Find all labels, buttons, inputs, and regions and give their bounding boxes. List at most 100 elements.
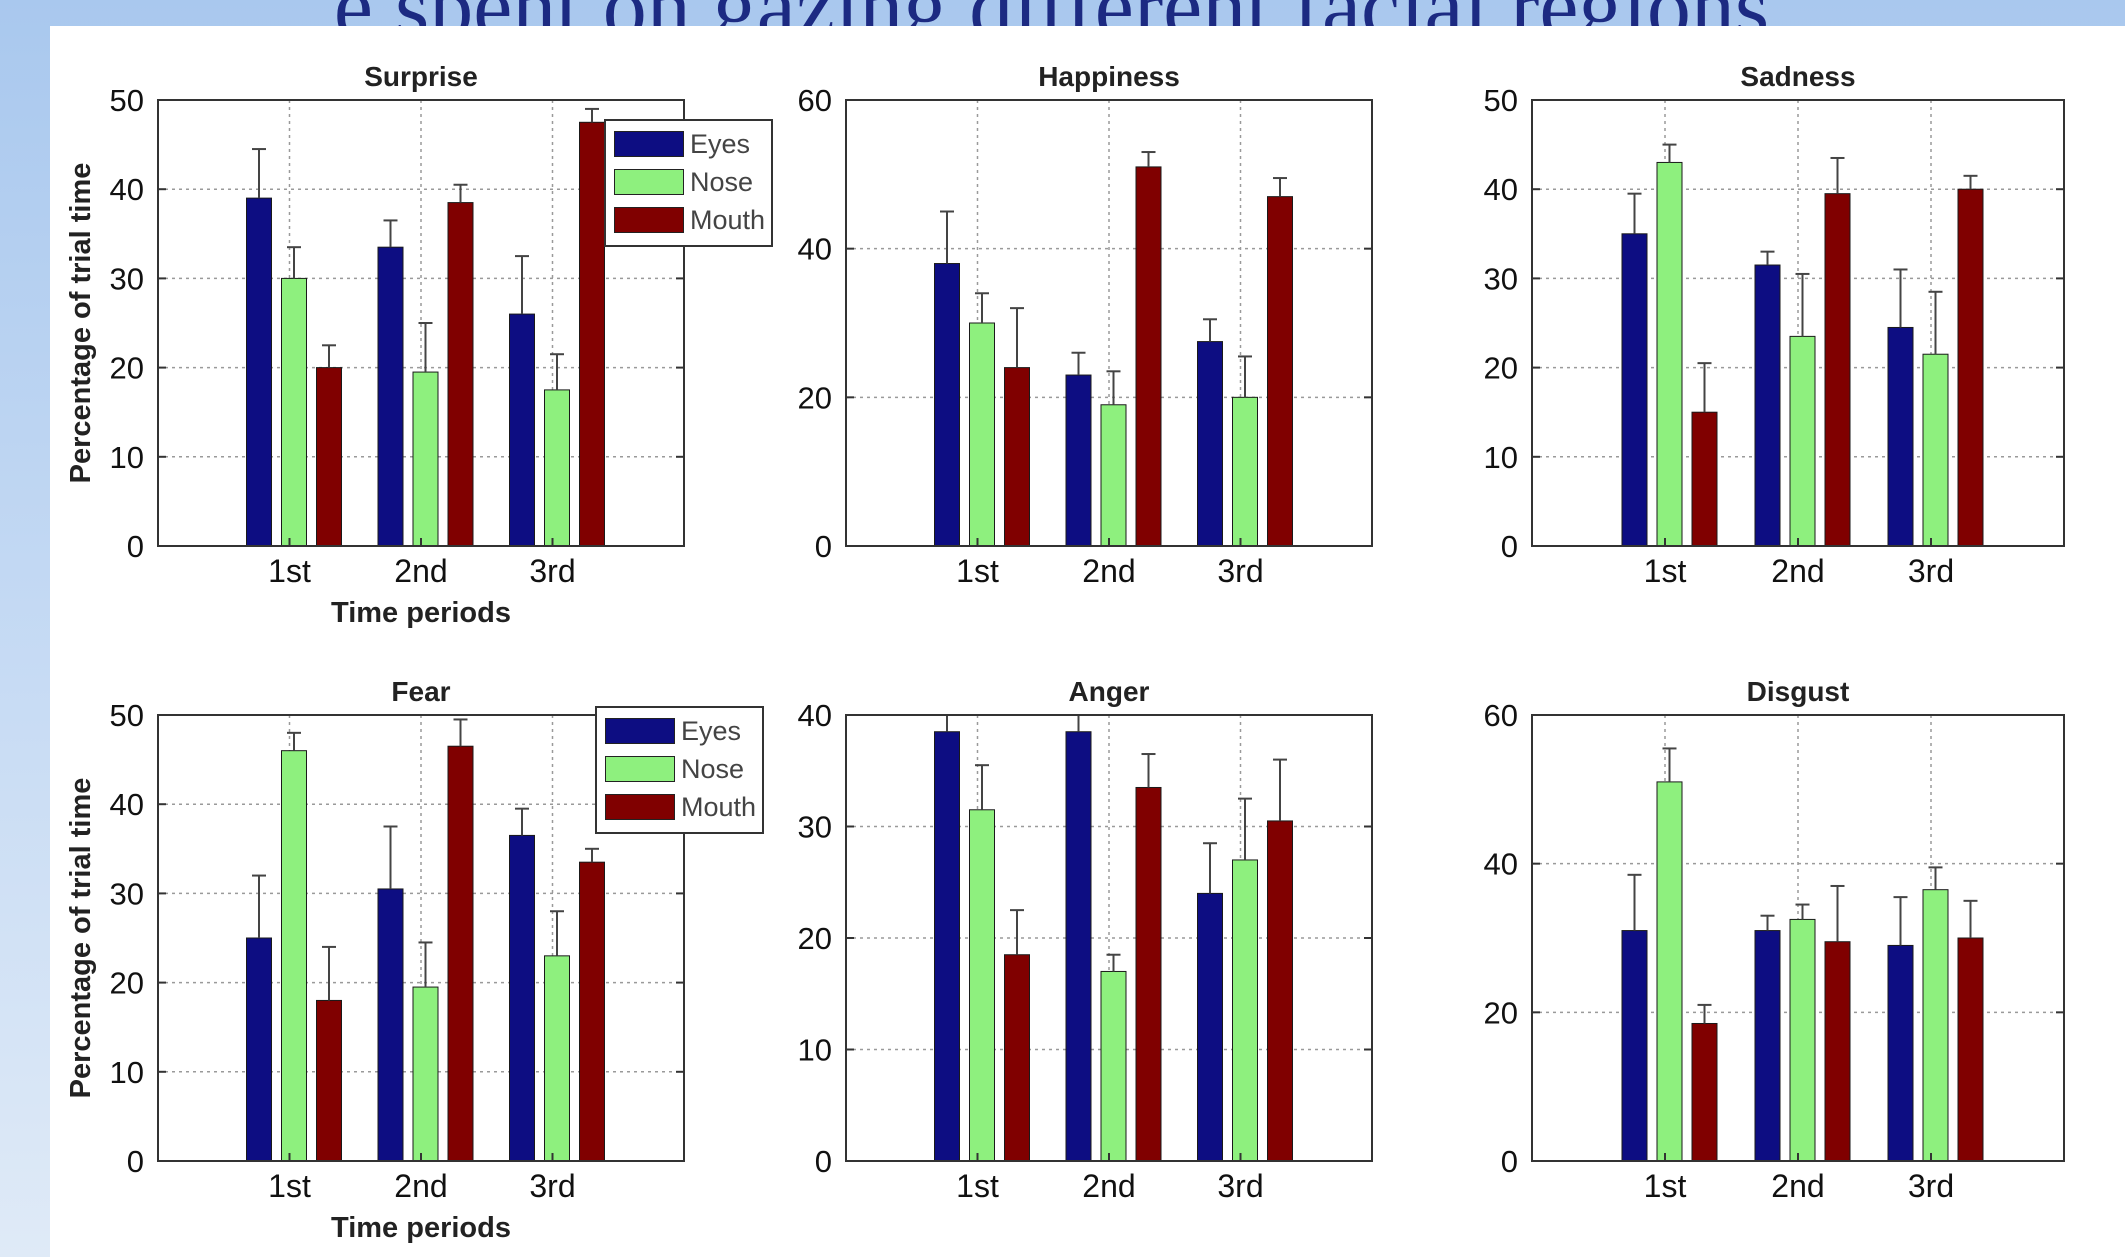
y-axis-label: Percentage of trial time [65, 163, 97, 484]
bar-mouth [447, 202, 474, 547]
y-tick-label: 20 [110, 966, 144, 1001]
bar-eyes [934, 731, 960, 1162]
bar-eyes [246, 197, 272, 547]
bar-mouth [1824, 941, 1851, 1162]
bar-nose [1100, 970, 1127, 1162]
chart-title: Surprise [364, 61, 478, 92]
bar-mouth [1691, 1022, 1718, 1162]
legend-item-eyes: Eyes [614, 125, 765, 163]
bar-mouth [316, 999, 342, 1162]
bar-mouth [579, 861, 605, 1162]
bar-nose [1232, 396, 1258, 547]
bar-eyes [1621, 930, 1648, 1162]
chart-title: Happiness [1038, 61, 1180, 92]
x-tick-label: 1st [956, 1168, 999, 1204]
x-tick-label: 3rd [1908, 1168, 1954, 1204]
bar-nose [544, 955, 570, 1162]
y-tick-label: 20 [798, 380, 832, 415]
y-tick-label: 40 [110, 787, 144, 822]
bar-eyes [1197, 341, 1223, 547]
legend-item-nose: Nose [605, 750, 756, 788]
bar-eyes [1887, 944, 1914, 1162]
y-tick-label: 50 [1484, 83, 1518, 118]
x-tick-label: 2nd [1082, 553, 1135, 589]
bar-nose [1656, 781, 1683, 1162]
bar-mouth [1135, 166, 1162, 547]
chart-title: Fear [391, 676, 450, 707]
legend-swatch-mouth [605, 794, 675, 820]
y-tick-label: 40 [1484, 847, 1518, 882]
chart-title: Anger [1069, 676, 1150, 707]
bar-mouth [316, 367, 342, 547]
y-tick-label: 10 [110, 1055, 144, 1090]
bar-mouth [447, 745, 474, 1162]
chart-happiness: 0 20 40 60 1st 2nd 3rd Happiness [798, 61, 1373, 589]
bar-eyes [1887, 326, 1914, 547]
x-tick-label: 1st [1644, 553, 1687, 589]
y-tick-label: 40 [110, 172, 144, 207]
bar-mouth [1135, 786, 1162, 1162]
legend-swatch-eyes [614, 131, 684, 157]
y-tick-label: 40 [798, 698, 832, 733]
charts-grid: 0 10 20 30 40 50 1st 2nd 3rd Surprise Time periods… [65, 61, 2065, 1244]
y-tick-label: 40 [1484, 172, 1518, 207]
y-tick-label: 10 [798, 1033, 832, 1068]
x-tick-label: 3rd [529, 1168, 575, 1204]
bar-nose [412, 986, 439, 1162]
legend-item-nose: Nose [614, 163, 765, 201]
y-axis-label: Percentage of trial time [65, 778, 97, 1099]
y-tick-label: 20 [798, 921, 832, 956]
bar-nose [1656, 161, 1683, 547]
bar-nose [1232, 859, 1258, 1162]
bar-nose [969, 322, 995, 547]
bar-eyes [246, 937, 272, 1162]
legend-swatch-eyes [605, 718, 675, 744]
bar-nose [281, 277, 307, 547]
bar-eyes [1754, 264, 1781, 547]
legend-label-eyes: Eyes [690, 128, 751, 159]
legend-swatch-nose [614, 169, 684, 195]
legend-item-eyes: Eyes [605, 712, 756, 750]
bar-mouth [1004, 954, 1030, 1162]
bar-eyes [509, 834, 535, 1162]
bar-eyes [1621, 233, 1648, 547]
bar-nose [1100, 404, 1127, 547]
y-tick-label: 10 [1484, 440, 1518, 475]
y-tick-label: 20 [110, 351, 144, 386]
bar-eyes [377, 246, 404, 547]
bar-nose [969, 809, 995, 1162]
y-tick-label: 0 [1501, 529, 1518, 564]
bar-nose [1789, 335, 1816, 547]
y-tick-label: 0 [127, 529, 144, 564]
bar-eyes [934, 263, 960, 547]
bar-eyes [1197, 892, 1223, 1162]
x-tick-label: 2nd [1771, 553, 1824, 589]
legend: Eyes Nose Mouth [595, 706, 765, 834]
x-tick-label: 2nd [1082, 1168, 1135, 1204]
y-tick-label: 50 [110, 83, 144, 118]
y-tick-label: 50 [110, 698, 144, 733]
legend-label-mouth: Mouth [690, 204, 766, 235]
x-tick-label: 1st [956, 553, 999, 589]
legend-label-eyes: Eyes [681, 715, 742, 746]
x-tick-label: 2nd [1771, 1168, 1824, 1204]
x-axis-label: Time periods [331, 597, 511, 629]
y-tick-label: 0 [127, 1144, 144, 1179]
bar-nose [544, 389, 570, 547]
y-tick-label: 20 [1484, 351, 1518, 386]
bar-nose [1922, 889, 1949, 1162]
chart-surprise: 0 10 20 30 40 50 1st 2nd 3rd Surprise Time periods… [65, 61, 685, 629]
bar-mouth [579, 121, 605, 547]
y-tick-label: 0 [815, 1144, 832, 1179]
bar-nose [1789, 918, 1816, 1162]
bar-eyes [1754, 930, 1781, 1162]
legend-label-nose: Nose [690, 166, 754, 197]
legend-swatch-nose [605, 756, 675, 782]
y-tick-label: 30 [110, 876, 144, 911]
bar-eyes [509, 313, 535, 547]
y-tick-label: 20 [1484, 995, 1518, 1030]
bar-mouth [1957, 937, 1984, 1162]
bar-mouth [1267, 196, 1293, 547]
y-tick-label: 40 [798, 232, 832, 267]
y-tick-label: 60 [798, 83, 832, 118]
